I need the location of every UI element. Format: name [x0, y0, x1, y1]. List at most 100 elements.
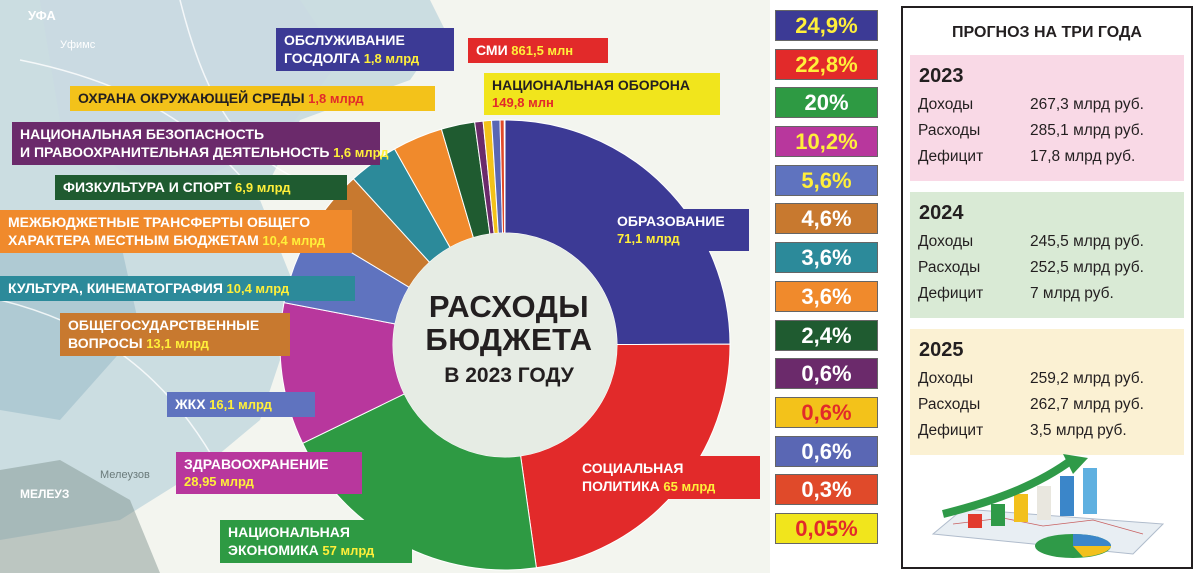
category-value: 10,4 млрд [222, 281, 290, 296]
percent-box-11: 0,6% [775, 435, 878, 467]
category-label-10: ОХРАНА ОКРУЖАЮЩЕЙ СРЕДЫ 1,8 млрд [70, 86, 435, 111]
chart-title-text: РАСХОДЫ БЮДЖЕТА [425, 289, 593, 357]
donut-hole [393, 233, 617, 457]
forecast-year-label: 2023 [919, 65, 964, 87]
forecast-row-key: Расходы [918, 396, 981, 413]
forecast-row-key: Расходы [918, 122, 981, 139]
forecast-row-key: Доходы [918, 233, 974, 250]
category-value: 1,6 млрд [329, 145, 389, 160]
forecast-row-value: 285,1 млрд руб. [1030, 122, 1144, 139]
forecast-year-label: 2024 [919, 202, 964, 224]
category-name: ГОСДОЛГА [284, 50, 361, 66]
percent-box-8: 2,4% [775, 319, 878, 351]
category-name: И ПРАВООХРАНИТЕЛЬНАЯ ДЕЯТЕЛЬНОСТЬ [20, 144, 330, 160]
category-label-5: ОБЩЕГОСУДАРСТВЕННЫЕ ВОПРОСЫ 13,1 млрд [60, 313, 290, 356]
percent-box-2: 20% [775, 87, 878, 119]
category-label-7: МЕЖБЮДЖЕТНЫЕ ТРАНСФЕРТЫ ОБЩЕГО ХАРАКТЕРА … [0, 210, 352, 253]
percent-box-12: 0,3% [775, 474, 878, 506]
forecast-row-key: Дефицит [918, 285, 984, 302]
forecast-row: Доходы 245,5 млрд руб. [918, 233, 1178, 259]
forecast-row: Дефицит 3,5 млрд руб. [918, 422, 1178, 448]
category-value: 1,8 млрд [304, 91, 364, 106]
percent-box-13: 0,05% [775, 512, 878, 544]
forecast-year-label: 2025 [919, 339, 964, 361]
category-value: 10,4 млрд [258, 233, 326, 248]
category-name: ЭКОНОМИКА [228, 542, 319, 558]
category-name: СОЦИАЛЬНАЯ [582, 460, 684, 476]
percent-box-4: 5,6% [775, 164, 878, 196]
category-value: 65 млрд [659, 479, 716, 494]
percent-box-1: 22,8% [775, 48, 878, 80]
percent-box-6: 3,6% [775, 242, 878, 274]
forecast-title: ПРОГНОЗ НА ТРИ ГОДА [952, 24, 1142, 41]
forecast-row-key: Дефицит [918, 422, 984, 439]
category-name: ВОПРОСЫ [68, 335, 143, 351]
percent-box-3: 10,2% [775, 126, 878, 158]
growth-chart-illustration [931, 454, 1165, 558]
percent-box-0: 24,9% [775, 10, 878, 41]
category-name: НАЦИОНАЛЬНАЯ ОБОРОНА [492, 77, 690, 93]
category-name: ОБЩЕГОСУДАРСТВЕННЫЕ [68, 317, 260, 333]
percent-box-9: 0,6% [775, 358, 878, 390]
map-label-ufims: Уфимс [60, 39, 96, 51]
percent-box-10: 0,6% [775, 396, 878, 428]
category-name: ЖКХ [175, 396, 206, 412]
category-label-0: ОБРАЗОВАНИЕ 71,1 млрд [609, 209, 749, 251]
category-value: 861,5 млн [507, 43, 574, 58]
forecast-row: Дефицит 17,8 млрд руб. [918, 148, 1178, 174]
forecast-row: Расходы 285,1 млрд руб. [918, 122, 1178, 148]
category-label-11: ОБСЛУЖИВАНИЕ ГОСДОЛГА 1,8 млрд [276, 28, 454, 71]
forecast-panel: ПРОГНОЗ НА ТРИ ГОДА 2023 Доходы 267,3 млрд… [901, 6, 1193, 569]
category-value: 57 млрд [318, 543, 375, 558]
category-name: СМИ [476, 42, 508, 58]
forecast-row: Доходы 259,2 млрд руб. [918, 370, 1178, 396]
category-name: ПОЛИТИКА [582, 478, 660, 494]
category-name: ОБСЛУЖИВАНИЕ [284, 32, 405, 48]
category-label-9: НАЦИОНАЛЬНАЯ БЕЗОПАСНОСТЬ И ПРАВООХРАНИТЕ… [12, 122, 389, 165]
forecast-row: Расходы 262,7 млрд руб. [918, 396, 1178, 422]
forecast-row-key: Расходы [918, 259, 981, 276]
category-label-4: ЖКХ 16,1 млрд [167, 392, 315, 417]
category-name: НАЦИОНАЛЬНАЯ [228, 524, 350, 540]
category-name: ОБРАЗОВАНИЕ [617, 213, 725, 229]
percent-box-5: 4,6% [775, 203, 878, 235]
forecast-row-key: Доходы [918, 96, 974, 113]
forecast-row-value: 245,5 млрд руб. [1030, 233, 1144, 250]
category-label-12: СМИ 861,5 млн [468, 38, 608, 63]
category-label-3: ЗДРАВООХРАНЕНИЕ 28,95 млрд [176, 452, 362, 494]
forecast-year-2025: 2025 Доходы 259,2 млрд руб. Расходы 262,7 мл… [910, 329, 1184, 455]
forecast-row: Доходы 267,3 млрд руб. [918, 96, 1178, 122]
forecast-year-2023: 2023 Доходы 267,3 млрд руб. Расходы 285,1 мл… [910, 55, 1184, 181]
forecast-row-value: 267,3 млрд руб. [1030, 96, 1144, 113]
forecast-row-value: 259,2 млрд руб. [1030, 370, 1144, 387]
forecast-row-key: Доходы [918, 370, 974, 387]
chart-subtitle: В 2023 ГОДУ [444, 364, 574, 387]
donut-slice-13 [503, 119, 506, 234]
category-name: КУЛЬТУРА, КИНЕМАТОГРАФИЯ [8, 280, 223, 296]
forecast-row-value: 7 млрд руб. [1030, 285, 1114, 302]
category-label-1: СОЦИАЛЬНАЯ ПОЛИТИКА 65 млрд [574, 456, 760, 499]
category-label-6: КУЛЬТУРА, КИНЕМАТОГРАФИЯ 10,4 млрд [0, 276, 355, 301]
forecast-year-2024: 2024 Доходы 245,5 млрд руб. Расходы 252,5 мл… [910, 192, 1184, 318]
category-value: 1,8 млрд [360, 51, 420, 66]
category-name: ФИЗКУЛЬТУРА И СПОРТ [63, 179, 232, 195]
category-name: МЕЖБЮДЖЕТНЫЕ ТРАНСФЕРТЫ ОБЩЕГО [8, 214, 311, 230]
percent-column: 24,9% 22,8% 20% 10,2% 5,6% 4,6% 3,6% 3,6% 2,4% 0,… [775, 10, 878, 552]
category-name: НАЦИОНАЛЬНАЯ БЕЗОПАСНОСТЬ [20, 126, 265, 142]
map-label-ufa: УФА [28, 8, 56, 23]
category-value: 71,1 млрд [617, 231, 680, 246]
category-value: 16,1 млрд [205, 397, 272, 412]
category-value: 6,9 млрд [231, 180, 291, 195]
category-name: ХАРАКТЕРА МЕСТНЫМ БЮДЖЕТАМ [8, 232, 259, 248]
percent-box-7: 3,6% [775, 280, 878, 312]
forecast-row-value: 262,7 млрд руб. [1030, 396, 1144, 413]
category-value: 28,95 млрд [184, 474, 254, 489]
forecast-row-key: Дефицит [918, 148, 984, 165]
category-name: ЗДРАВООХРАНЕНИЕ [184, 456, 329, 472]
category-value: 13,1 млрд [142, 336, 209, 351]
map-label-meleuz: МЕЛЕУЗ [20, 487, 69, 501]
category-label-8: ФИЗКУЛЬТУРА И СПОРТ 6,9 млрд [55, 175, 347, 200]
map-label-meleuzov: Мелеузов [100, 469, 150, 481]
forecast-row-value: 252,5 млрд руб. [1030, 259, 1144, 276]
forecast-row: Расходы 252,5 млрд руб. [918, 259, 1178, 285]
